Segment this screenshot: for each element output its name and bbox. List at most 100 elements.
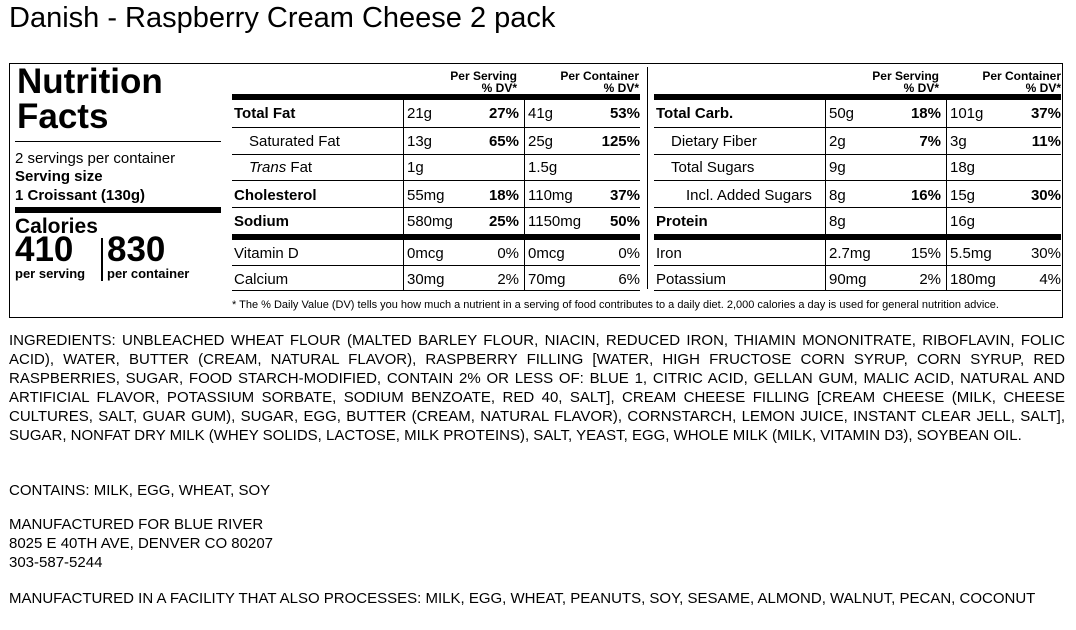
dv-per-container: 50% [609,213,640,230]
amount-per-container: 110mg [528,187,573,204]
header-per-container-right: Per Container% DV* [982,69,1061,95]
nutrient-name: Dietary Fiber [671,133,757,150]
rule [232,290,640,291]
nutrient-name: Calcium [234,271,289,288]
servings-per-container: 2 servings per container [15,150,176,167]
amount-per-serving: 55mg [407,187,445,204]
nutrition-facts-panel: Nutrition Facts 2 servings per container… [9,63,1063,318]
amount-per-serving: 30mg [407,271,445,288]
nutrient-name: Total Sugars [671,159,755,176]
amount-per-serving: 8g [829,213,846,230]
amount-per-container: 0mcg [528,245,565,262]
amount-per-serving: 580mg [407,213,453,230]
serving-size-label: Serving size [15,168,103,185]
dv-per-container: 11% [1031,133,1061,150]
dv-per-container: 6% [618,271,640,288]
amount-per-serving: 8g [829,187,846,204]
dv-per-serving: 18% [488,187,519,204]
amount-per-container: 180mg [950,271,996,288]
amount-per-serving: 2.7mg [829,245,871,262]
heading-line-1: Nutrition [17,62,163,101]
dv-per-serving: 7% [919,133,941,150]
rule [232,127,640,128]
rule [232,265,640,266]
rule [654,127,1061,128]
header-per-serving-right: Per Serving% DV* [872,69,939,95]
amount-per-serving: 50g [829,105,855,122]
rule [654,207,1061,208]
amount-per-container: 5.5mg [950,245,992,262]
nutrient-name: Trans Fat [249,159,313,176]
rule [232,207,640,208]
amount-per-container: 70mg [528,271,566,288]
divider [15,141,221,142]
dv-per-serving: 18% [910,105,941,122]
header-per-container-left: Per Container% DV* [560,69,639,95]
amount-per-serving: 90mg [829,271,867,288]
header-per-serving-left: Per Serving% DV* [450,69,517,95]
serving-size-value: 1 Croissant (130g) [15,187,146,204]
amount-per-container: 1.5g [528,159,558,176]
nutrient-name: Saturated Fat [249,133,340,150]
dv-per-container: 30% [1030,187,1061,204]
dv-per-container: 30% [1030,245,1061,262]
amount-per-container: 41g [528,105,554,122]
dv-per-serving: 0% [497,245,519,262]
amount-per-serving: 9g [829,159,846,176]
amount-per-container: 16g [950,213,976,230]
amount-per-serving: 2g [829,133,846,150]
calories-per-serving: 410 [15,230,74,269]
ingredients-text: INGREDIENTS: UNBLEACHED WHEAT FLOUR (MAL… [9,332,1065,444]
per-container-label: per container [107,266,190,281]
dv-per-container: 0% [618,245,640,262]
column-divider [524,100,525,290]
divider-thick [15,207,221,213]
rule-thick [232,234,640,240]
dv-per-serving: 65% [488,133,519,150]
dv-per-container: 37% [1030,105,1061,122]
rule [654,265,1061,266]
nutrient-name: Protein [656,213,708,230]
column-divider [825,100,826,290]
amount-per-container: 25g [528,133,554,150]
dv-per-container: 53% [609,105,640,122]
amount-per-container: 3g [950,133,967,150]
amount-per-serving: 0mcg [407,245,444,262]
nutrient-name: Total Fat [234,105,296,122]
manufacturer-name: MANUFACTURED FOR BLUE RIVER [9,516,264,533]
rule-thick [232,94,640,100]
per-serving-label: per serving [15,266,86,281]
calories-divider [101,238,103,281]
rule-thick [654,234,1061,240]
dv-per-serving: 27% [488,105,519,122]
column-divider [647,67,648,289]
rule-thick [654,94,1061,100]
facility-statement: MANUFACTURED IN A FACILITY THAT ALSO PRO… [9,590,1036,607]
nutrient-name: Cholesterol [234,187,317,204]
manufacturer-address: 8025 E 40TH AVE, DENVER CO 80207 [9,535,274,552]
dv-per-serving: 25% [488,213,519,230]
nutrient-name: Total Carb. [656,105,734,122]
dv-per-serving: 2% [497,271,519,288]
nutrient-name: Incl. Added Sugars [686,187,812,204]
rule [232,180,640,181]
nutrient-name: Iron [656,245,682,262]
allergen-contains: CONTAINS: MILK, EGG, WHEAT, SOY [9,482,271,499]
rule [232,154,640,155]
dv-footnote: * The % Daily Value (DV) tells you how m… [232,299,999,311]
amount-per-container: 15g [950,187,976,204]
rule [654,290,1061,291]
calories-per-container: 830 [107,230,166,269]
calories-label: Calories [15,215,98,238]
manufacturer-phone: 303-587-5244 [9,554,103,571]
dv-per-container: 37% [609,187,640,204]
dv-per-serving: 16% [910,187,941,204]
heading-line-2: Facts [17,97,109,136]
column-divider [946,100,947,290]
nutrition-facts-heading: Nutrition Facts [17,64,163,134]
amount-per-container: 1150mg [528,213,582,230]
rule [654,154,1061,155]
dv-per-serving: 15% [910,245,941,262]
amount-per-container: 101g [950,105,984,122]
amount-per-serving: 13g [407,133,433,150]
